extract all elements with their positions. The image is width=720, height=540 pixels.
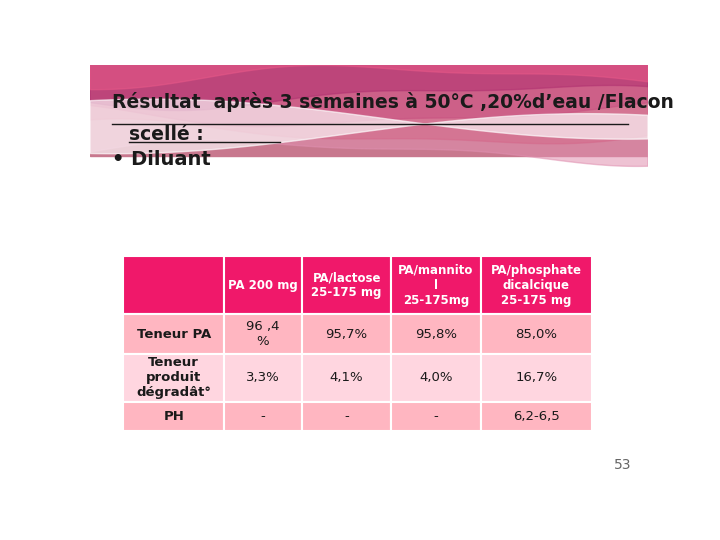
Bar	[224, 256, 302, 314]
Text: Teneur PA: Teneur PA	[137, 328, 211, 341]
Bar	[124, 354, 224, 402]
Text: scellé :: scellé :	[129, 125, 204, 144]
Text: 53: 53	[613, 458, 631, 472]
Text: PA/phosphate
dicalcique
25-175 mg: PA/phosphate dicalcique 25-175 mg	[491, 264, 582, 307]
Text: 3,3%: 3,3%	[246, 371, 280, 384]
Bar	[124, 314, 224, 354]
Text: PH: PH	[163, 410, 184, 423]
Text: PA 200 mg: PA 200 mg	[228, 279, 298, 292]
Bar	[481, 314, 593, 354]
Text: -: -	[433, 410, 438, 423]
Text: 4,1%: 4,1%	[330, 371, 364, 384]
Bar	[90, 65, 648, 156]
Polygon shape	[90, 44, 648, 127]
Bar	[302, 256, 392, 314]
Text: 6,2-6,5: 6,2-6,5	[513, 410, 559, 423]
Polygon shape	[90, 44, 648, 144]
Text: PA/mannito
l
25-175mg: PA/mannito l 25-175mg	[398, 264, 474, 307]
Text: 85,0%: 85,0%	[516, 328, 557, 341]
Text: 16,7%: 16,7%	[516, 371, 557, 384]
Bar	[224, 314, 302, 354]
Bar	[481, 402, 593, 431]
Polygon shape	[90, 44, 648, 90]
Text: PA/lactose
25-175 mg: PA/lactose 25-175 mg	[312, 271, 382, 299]
Text: 96 ,4
%: 96 ,4 %	[246, 320, 280, 348]
Bar	[392, 314, 481, 354]
Text: 4,0%: 4,0%	[419, 371, 453, 384]
Text: 95,7%: 95,7%	[325, 328, 368, 341]
Text: • Diluant: • Diluant	[112, 150, 211, 169]
Text: -: -	[261, 410, 266, 423]
Bar	[481, 354, 593, 402]
Polygon shape	[90, 44, 648, 111]
Bar	[392, 256, 481, 314]
Polygon shape	[90, 44, 648, 166]
Text: Teneur
produit
dégradât°: Teneur produit dégradât°	[136, 356, 211, 399]
Bar	[124, 256, 224, 314]
Bar	[124, 402, 224, 431]
Text: -: -	[344, 410, 349, 423]
Bar	[302, 314, 392, 354]
Text: Résultat  après 3 semaines à 50°C ,20%d’eau /Flacon: Résultat après 3 semaines à 50°C ,20%d’e…	[112, 92, 674, 112]
Bar	[224, 354, 302, 402]
Text: 95,8%: 95,8%	[415, 328, 457, 341]
Bar	[302, 402, 392, 431]
Bar	[302, 354, 392, 402]
Bar	[392, 402, 481, 431]
Polygon shape	[90, 99, 648, 154]
Bar	[481, 256, 593, 314]
Bar	[224, 402, 302, 431]
Bar	[392, 354, 481, 402]
